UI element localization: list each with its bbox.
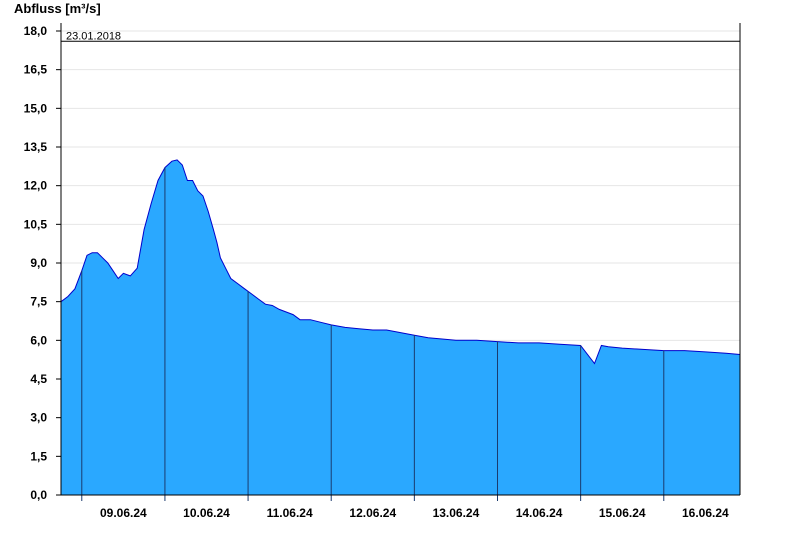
- y-tick-label: 4,5: [30, 372, 47, 386]
- x-tick-label: 16.06.24: [682, 506, 729, 520]
- x-tick-label: 13.06.24: [433, 506, 480, 520]
- reference-line-label: 23.01.2018: [66, 30, 121, 42]
- y-tick-label: 13,5: [24, 140, 48, 154]
- y-axis-title: Abfluss [m³/s]: [14, 1, 101, 16]
- y-axis-ticks: 0,0 1,5 3,0 4,5 6,0 7,5 9,0 10,5 12,0 13,5 15,0 16,…: [24, 24, 61, 502]
- x-axis-ticks: 09.06.24 10.06.24 11.06.24 12.06.24 13.06.24…: [100, 506, 729, 520]
- y-tick-label: 0,0: [30, 488, 47, 502]
- y-tick-label: 15,0: [24, 101, 48, 115]
- y-tick-label: 12,0: [24, 179, 48, 193]
- y-tick-label: 6,0: [30, 333, 47, 347]
- x-tick-label: 11.06.24: [267, 506, 313, 520]
- y-tick-label: 9,0: [30, 256, 47, 270]
- x-tick-label: 15.06.24: [599, 506, 646, 520]
- discharge-area: [61, 159, 740, 495]
- y-tick-label: 1,5: [30, 449, 47, 463]
- y-tick-label: 10,5: [24, 217, 48, 231]
- x-tick-label: 10.06.24: [183, 506, 230, 520]
- discharge-line: [60, 159, 741, 365]
- area-layer: [60, 159, 741, 495]
- y-tick-label: 16,5: [24, 63, 48, 77]
- y-tick-label: 18,0: [24, 24, 48, 38]
- x-tick-label: 12.06.24: [349, 506, 396, 520]
- y-tick-label: 3,0: [30, 411, 47, 425]
- day-separator-lines: [81, 167, 665, 501]
- y-tick-label: 7,5: [30, 295, 47, 309]
- x-tick-label: 14.06.24: [516, 506, 563, 520]
- plot-frame: [60, 23, 741, 496]
- x-tick-label: 09.06.24: [100, 506, 147, 520]
